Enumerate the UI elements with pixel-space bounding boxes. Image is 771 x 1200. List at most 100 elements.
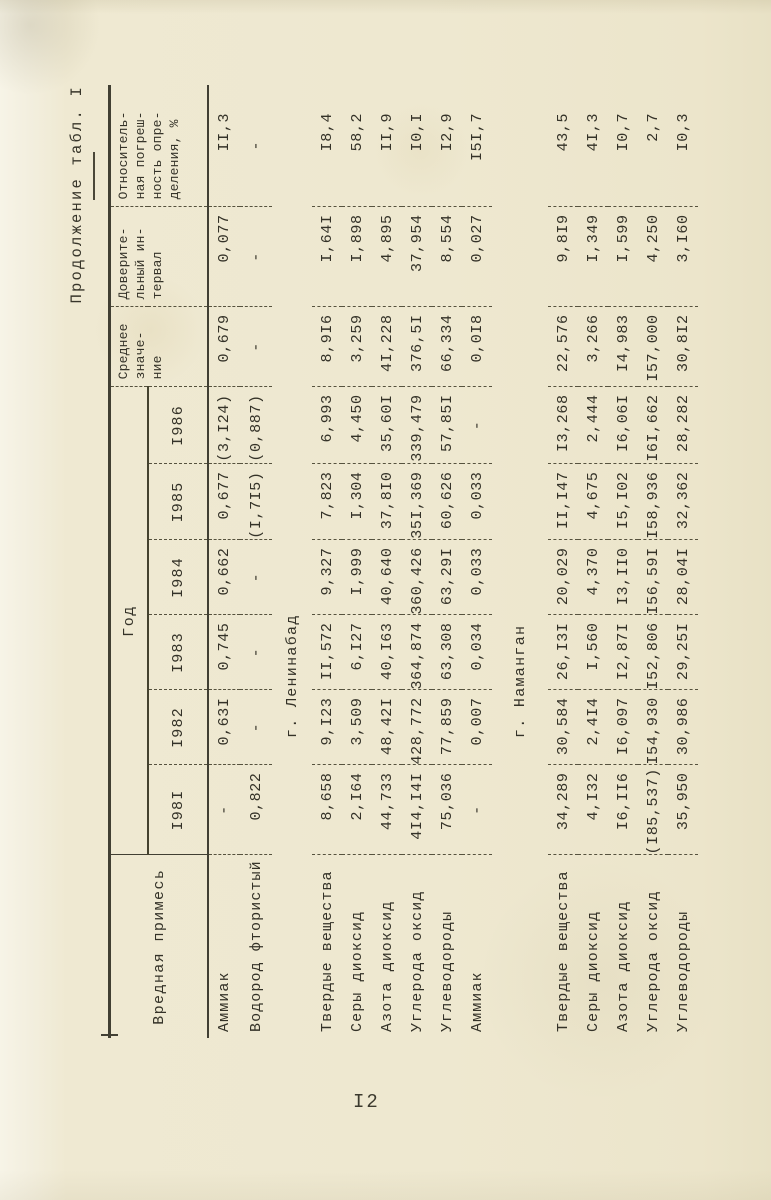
value-cell: 35,60I (372, 386, 402, 464)
value-cell: 29,25I (668, 615, 698, 690)
value-cell: 32,362 (668, 464, 698, 540)
value-cell: 4,675 (578, 464, 608, 540)
value-cell: 40,I63 (372, 615, 402, 690)
value-cell: 6,I27 (342, 615, 372, 690)
table-row: Углерода оксид (I85,537) I54,930 I52,806 I56… (638, 84, 668, 1038)
table-row: Углеводороды 75,036 77,859 63,308 63,29I 60,6… (432, 84, 462, 1038)
substance-label: Твердые вещества (318, 870, 336, 1032)
substance-label: Углеводороды (438, 910, 456, 1032)
value-cell: 58,2 (342, 84, 372, 207)
value-cell: 2,7 (638, 84, 668, 207)
value-cell: 22,576 (548, 306, 578, 387)
value-cell: 7,823 (312, 464, 342, 540)
value-cell: 0,007 (462, 690, 492, 765)
value-cell: I2,87I (608, 615, 638, 690)
value-cell: 8,658 (312, 765, 342, 855)
column-header-substance: Вредная примесь (109, 855, 208, 1038)
value-cell: 37,954 (402, 206, 432, 307)
value-cell: 339,479 (402, 386, 432, 464)
city-section-header: г. Наманган (511, 624, 529, 738)
value-cell: - (240, 206, 272, 307)
value-cell: - (208, 765, 240, 855)
value-cell: 34,289 (548, 765, 578, 855)
value-cell: I3,II0 (608, 540, 638, 615)
substance-label: Углерода оксид (408, 890, 426, 1032)
value-cell: 43,5 (548, 84, 578, 207)
value-cell: 30,8I2 (668, 306, 698, 387)
table-body: Аммиак -0,63I 0,745 0,662 0,677 (3,I24) 0,679 0… (208, 84, 698, 1038)
table-row: Углерода оксид 4I4,I4I 428,772 364,874 360,4… (402, 84, 432, 1038)
value-cell: II,572 (312, 615, 342, 690)
column-header-relative-error: Относитель- ная погреш- ность опре- деле… (109, 84, 208, 207)
value-cell: 60,626 (432, 464, 462, 540)
value-cell: 28,282 (668, 386, 698, 464)
value-cell: I3,268 (548, 386, 578, 464)
value-cell: I0,3 (668, 84, 698, 207)
column-header-year-group: Год (109, 386, 148, 855)
page-number: I2 (353, 1091, 380, 1113)
value-cell: I6,II6 (608, 765, 638, 855)
value-cell: 3,259 (342, 306, 372, 387)
value-cell: I,599 (608, 206, 638, 307)
value-cell: 4,I32 (578, 765, 608, 855)
substance-label: Аммиак (468, 971, 486, 1032)
value-cell: 75,036 (432, 765, 462, 855)
table-row: Азота диоксид I6,II6 I6,097 I2,87I I3,II0 I5,… (608, 84, 638, 1038)
value-cell: 63,308 (432, 615, 462, 690)
table-row: Серы диоксид 4,I32 2,4I4 I,560 4,370 4,675 2,4… (578, 84, 608, 1038)
substance-label: Азота диоксид (378, 900, 396, 1032)
column-header-mean: Среднее значе- ние (109, 306, 208, 387)
value-cell: (I,7I5) (240, 464, 272, 540)
value-cell: - (240, 690, 272, 765)
value-cell: 0,745 (208, 615, 240, 690)
column-header-year-1981: I98I (148, 765, 208, 855)
value-cell: 20,029 (548, 540, 578, 615)
value-cell: (I85,537) (638, 765, 668, 855)
value-cell: 9,8I9 (548, 206, 578, 307)
value-cell: - (240, 84, 272, 207)
value-cell: 0,077 (208, 206, 240, 307)
value-cell: 9,327 (312, 540, 342, 615)
value-cell: I,560 (578, 615, 608, 690)
value-cell: 0,677 (208, 464, 240, 540)
value-cell: I2,9 (432, 84, 462, 207)
value-cell: 4I,3 (578, 84, 608, 207)
table-header: Вредная примесь Год Среднее значе- ние Д… (109, 84, 208, 1038)
caption-underline (93, 152, 95, 200)
value-cell: 2,I64 (342, 765, 372, 855)
value-cell: I52,806 (638, 615, 668, 690)
value-cell: 3,509 (342, 690, 372, 765)
value-cell: I57,000 (638, 306, 668, 387)
value-cell: 28,04I (668, 540, 698, 615)
value-cell: 0,63I (208, 690, 240, 765)
value-cell: 360,426 (402, 540, 432, 615)
value-cell: 8,554 (432, 206, 462, 307)
value-cell: 4,370 (578, 540, 608, 615)
value-cell: 37,8I0 (372, 464, 402, 540)
value-cell: 0,662 (208, 540, 240, 615)
value-cell: 376,5I (402, 306, 432, 387)
value-cell: (0,887) (240, 386, 272, 464)
value-cell: 30,584 (548, 690, 578, 765)
value-cell: 0,679 (208, 306, 240, 387)
substance-label: Водород фтористый (247, 860, 265, 1032)
value-cell: I56,59I (638, 540, 668, 615)
value-cell: 0,027 (462, 206, 492, 307)
table-row: Серы диоксид 2,I64 3,509 6,I27 I,999 I,304 4,4… (342, 84, 372, 1038)
value-cell: 3,266 (578, 306, 608, 387)
substance-label: Углеводороды (674, 910, 692, 1032)
value-cell: 428,772 (402, 690, 432, 765)
value-cell: 77,859 (432, 690, 462, 765)
value-cell: I6,097 (608, 690, 638, 765)
value-cell: 0,033 (462, 464, 492, 540)
value-cell: 3,I60 (668, 206, 698, 307)
value-cell: 0,822 (240, 765, 272, 855)
value-cell: 0,0I8 (462, 306, 492, 387)
value-cell: I6I,662 (638, 386, 668, 464)
table-row: Аммиак -0,007 0,034 0,033 0,033-0,0I8 0,027 I5… (462, 84, 492, 1038)
value-cell: 35I,369 (402, 464, 432, 540)
pollutants-table: Вредная примесь Год Среднее значе- ние Д… (108, 84, 698, 1038)
value-cell: I,304 (342, 464, 372, 540)
